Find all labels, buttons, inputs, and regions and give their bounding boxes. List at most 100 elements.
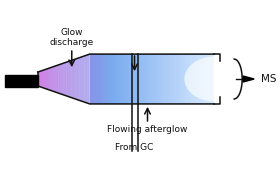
Polygon shape [38, 71, 40, 87]
Polygon shape [175, 54, 177, 104]
Polygon shape [125, 54, 127, 104]
Polygon shape [135, 54, 137, 104]
Polygon shape [204, 54, 206, 104]
Polygon shape [181, 54, 183, 104]
Polygon shape [90, 54, 92, 104]
Polygon shape [243, 76, 254, 82]
Text: Glow
discharge: Glow discharge [50, 28, 94, 47]
Polygon shape [158, 54, 160, 104]
Polygon shape [167, 54, 169, 104]
Polygon shape [93, 54, 95, 104]
Polygon shape [142, 54, 144, 104]
Polygon shape [146, 54, 148, 104]
Polygon shape [89, 54, 91, 104]
Polygon shape [179, 54, 181, 104]
Polygon shape [81, 56, 83, 102]
Polygon shape [177, 54, 179, 104]
Polygon shape [48, 68, 50, 90]
Polygon shape [64, 62, 66, 96]
Polygon shape [156, 54, 158, 104]
Polygon shape [85, 55, 87, 103]
Polygon shape [162, 54, 164, 104]
Polygon shape [160, 54, 162, 104]
Polygon shape [56, 65, 59, 93]
Polygon shape [107, 54, 109, 104]
Polygon shape [212, 54, 214, 104]
Text: Flowing afterglow: Flowing afterglow [107, 125, 188, 134]
Polygon shape [101, 54, 103, 104]
Polygon shape [40, 71, 42, 87]
Polygon shape [119, 54, 121, 104]
Polygon shape [75, 59, 77, 99]
Polygon shape [58, 64, 60, 94]
Polygon shape [171, 54, 173, 104]
Polygon shape [208, 54, 210, 104]
Polygon shape [144, 54, 146, 104]
Polygon shape [200, 54, 202, 104]
Polygon shape [104, 54, 106, 104]
Polygon shape [152, 54, 154, 104]
Polygon shape [115, 54, 117, 104]
Polygon shape [82, 56, 85, 102]
Polygon shape [127, 54, 129, 104]
Polygon shape [106, 54, 108, 104]
Polygon shape [66, 61, 69, 97]
Polygon shape [113, 54, 115, 104]
Polygon shape [117, 54, 119, 104]
Polygon shape [46, 68, 48, 90]
Polygon shape [59, 64, 61, 94]
Polygon shape [198, 54, 200, 104]
Polygon shape [129, 54, 131, 104]
Polygon shape [56, 65, 58, 93]
Polygon shape [111, 54, 113, 104]
Polygon shape [42, 70, 44, 88]
Polygon shape [150, 54, 152, 104]
Text: MS: MS [261, 74, 277, 84]
Polygon shape [189, 54, 192, 104]
Polygon shape [66, 62, 69, 97]
Polygon shape [85, 55, 87, 103]
Polygon shape [61, 63, 64, 95]
Polygon shape [52, 66, 54, 92]
Polygon shape [43, 69, 46, 89]
Polygon shape [60, 64, 62, 94]
Polygon shape [183, 54, 185, 104]
Polygon shape [97, 54, 99, 104]
Polygon shape [206, 54, 208, 104]
Polygon shape [108, 54, 111, 104]
Polygon shape [202, 54, 204, 104]
Polygon shape [105, 54, 107, 104]
Bar [5, 75, 38, 87]
Polygon shape [100, 54, 102, 104]
Polygon shape [41, 70, 43, 88]
Polygon shape [79, 57, 82, 101]
Polygon shape [131, 54, 133, 104]
Polygon shape [96, 54, 98, 104]
Polygon shape [210, 54, 212, 104]
Polygon shape [133, 54, 135, 104]
Polygon shape [99, 54, 101, 104]
Polygon shape [139, 54, 142, 104]
Polygon shape [193, 54, 196, 104]
Polygon shape [102, 54, 104, 104]
Polygon shape [164, 54, 167, 104]
Polygon shape [51, 67, 53, 91]
Polygon shape [187, 54, 189, 104]
Polygon shape [95, 54, 97, 104]
Polygon shape [87, 54, 89, 104]
Polygon shape [50, 67, 52, 91]
Polygon shape [137, 54, 139, 104]
Polygon shape [169, 54, 171, 104]
Polygon shape [48, 68, 51, 90]
Polygon shape [77, 58, 79, 100]
Polygon shape [64, 62, 66, 96]
Polygon shape [74, 59, 77, 99]
Polygon shape [44, 69, 46, 89]
Polygon shape [185, 54, 187, 104]
Ellipse shape [184, 57, 244, 101]
Polygon shape [98, 54, 100, 104]
Polygon shape [103, 54, 105, 104]
Polygon shape [54, 66, 56, 92]
Polygon shape [69, 60, 72, 98]
Polygon shape [53, 66, 56, 92]
